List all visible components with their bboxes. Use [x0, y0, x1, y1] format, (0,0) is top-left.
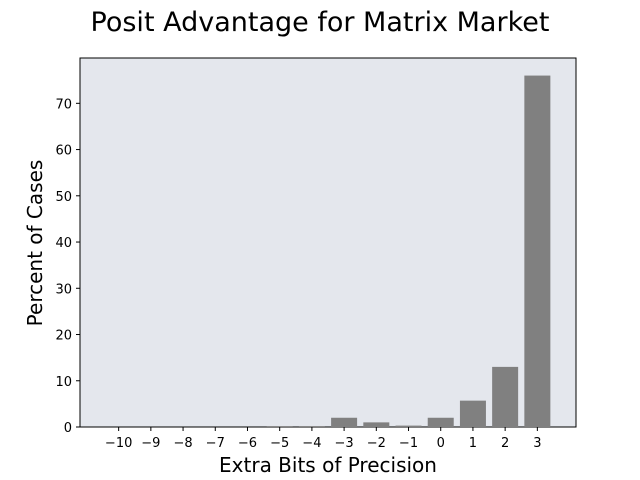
- bar: [459, 400, 486, 427]
- y-tick-label: 10: [55, 375, 72, 390]
- bar: [298, 426, 325, 427]
- y-tick-label: 50: [55, 190, 72, 205]
- plot-area: [79, 57, 577, 428]
- y-axis-label: Percent of Cases: [23, 160, 47, 327]
- x-axis-label: Extra Bits of Precision: [219, 453, 437, 477]
- bar: [395, 425, 422, 427]
- x-tick-label: −6: [238, 436, 257, 451]
- x-tick-label: −7: [206, 436, 225, 451]
- bar: [266, 426, 293, 427]
- x-tick-label: 2: [501, 436, 509, 451]
- bars: [266, 75, 551, 428]
- x-tick-label: −5: [270, 436, 289, 451]
- x-tick-label: 0: [437, 436, 445, 451]
- x-tick-label: −8: [173, 436, 192, 451]
- y-axis: 0 10 20 30 40 50 60 70: [55, 97, 80, 436]
- x-tick-label: −1: [399, 436, 418, 451]
- y-tick-label: 40: [55, 236, 72, 251]
- y-tick-label: 60: [55, 144, 72, 159]
- x-tick-label: 1: [469, 436, 477, 451]
- x-tick-label: −2: [367, 436, 386, 451]
- y-tick-label: 70: [55, 97, 72, 112]
- y-tick-label: 30: [55, 282, 72, 297]
- x-tick-label: −4: [302, 436, 321, 451]
- y-tick-label: 20: [55, 329, 72, 344]
- x-tick-label: −3: [335, 436, 354, 451]
- chart-title: Posit Advantage for Matrix Market: [91, 7, 550, 38]
- x-tick-label: −9: [141, 436, 160, 451]
- bar: [331, 417, 358, 427]
- bar: [427, 417, 454, 427]
- x-axis: −10 −9 −8 −7 −6 −5 −4 −3 −2 −1 0 1 2 3: [105, 427, 541, 451]
- bar: [363, 422, 390, 427]
- bar: [524, 75, 551, 428]
- bar: [492, 366, 519, 427]
- x-tick-label: −10: [105, 436, 132, 451]
- x-tick-label: 3: [533, 436, 541, 451]
- y-tick-label: 0: [64, 421, 72, 436]
